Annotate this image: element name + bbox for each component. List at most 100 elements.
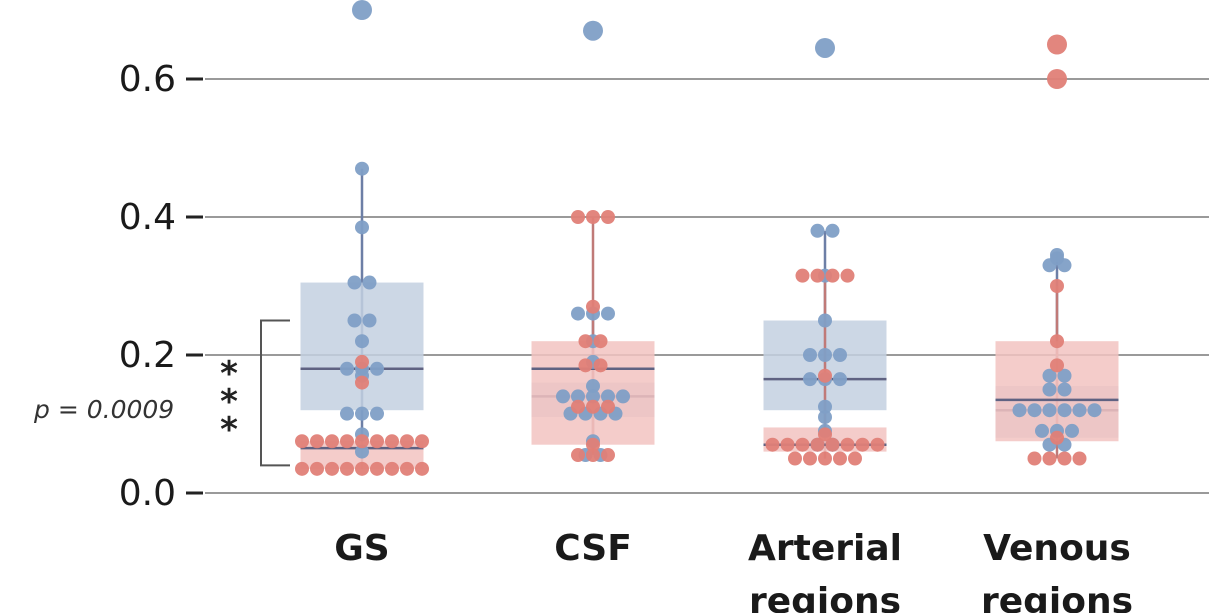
red-data-point <box>400 461 414 476</box>
blue-data-point <box>1042 382 1057 397</box>
y-tick-label: 0.2 <box>119 335 176 376</box>
blue-data-point <box>571 306 585 321</box>
red-data-point <box>1050 358 1064 373</box>
blue-data-point <box>825 223 840 238</box>
red-data-point <box>810 437 825 452</box>
red-data-point <box>355 434 369 449</box>
red-data-point <box>1072 451 1087 466</box>
red-data-point <box>593 358 608 373</box>
red-data-point <box>295 461 309 476</box>
blue-data-point <box>355 161 369 176</box>
blue-data-point <box>1027 403 1042 418</box>
red-data-point <box>325 434 339 449</box>
significance-annotation: * * * p = 0.0009 <box>33 319 290 467</box>
red-data-point <box>571 210 585 224</box>
blue-data-point <box>601 389 615 404</box>
red-data-point <box>310 434 324 449</box>
red-data-point <box>818 368 832 383</box>
blue-data-point <box>362 313 377 328</box>
blue-data-point <box>556 389 570 404</box>
significance-bracket <box>260 319 290 467</box>
red-data-point <box>825 437 840 452</box>
red-data-point <box>340 461 354 476</box>
blue-data-point <box>586 389 600 404</box>
y-axis: 0.0 0.2 0.4 0.6 <box>119 59 203 514</box>
blue-data-point <box>1065 423 1079 438</box>
blue-data-point <box>818 410 832 425</box>
red-data-point <box>795 437 810 452</box>
red-data-point <box>795 268 810 283</box>
blue-data-point <box>810 223 825 238</box>
red-data-point <box>1042 451 1057 466</box>
x-category-label: Arterial <box>748 528 902 569</box>
blue-data-point <box>1042 403 1057 418</box>
blue-data-point <box>347 313 362 328</box>
blue-data-point <box>355 444 369 459</box>
blue-data-point <box>1012 403 1027 418</box>
red-data-point <box>355 461 369 476</box>
blue-data-point <box>355 334 369 349</box>
blue-data-point <box>340 361 354 376</box>
red-data-point <box>1047 34 1067 55</box>
red-data-point <box>1050 279 1064 293</box>
blue-data-point <box>1035 423 1049 438</box>
red-data-point <box>601 210 615 224</box>
red-data-point <box>578 334 593 349</box>
red-data-point <box>586 437 600 452</box>
red-data-point <box>310 461 324 476</box>
blue-data-point <box>586 379 600 394</box>
red-data-point <box>1050 334 1064 349</box>
red-data-point <box>788 451 802 466</box>
blue-data-point <box>815 37 835 58</box>
blue-data-point <box>355 220 369 235</box>
blue-data-point <box>347 275 362 290</box>
x-category-label: CSF <box>554 528 632 569</box>
blue-data-point <box>1057 403 1072 418</box>
red-data-point <box>355 354 369 369</box>
significance-stars: * * * <box>220 354 238 450</box>
red-data-point <box>818 451 832 466</box>
red-data-point <box>780 437 795 452</box>
red-data-point <box>571 448 585 463</box>
blue-data-point <box>833 372 847 387</box>
red-data-point <box>840 437 855 452</box>
blue-data-point <box>616 389 630 404</box>
x-category-label: Venous <box>983 528 1131 569</box>
red-data-point <box>325 461 339 476</box>
blue-data-point <box>1057 258 1072 273</box>
red-data-point <box>586 399 600 414</box>
red-data-point <box>571 399 585 414</box>
x-axis-labels: GS CSF Arterial regions Venous regions <box>334 528 1133 613</box>
blue-data-point <box>352 0 372 20</box>
red-data-point <box>415 461 429 476</box>
blue-data-point <box>1072 403 1087 418</box>
blue-data-point <box>370 406 384 421</box>
blue-data-point <box>362 275 377 290</box>
red-data-point <box>593 334 608 349</box>
red-data-point <box>340 434 354 449</box>
red-data-point <box>586 210 600 224</box>
red-data-point <box>400 434 414 449</box>
red-data-point <box>370 434 384 449</box>
blue-data-point <box>583 20 603 41</box>
blue-data-point <box>818 313 832 328</box>
blue-data-point <box>340 406 354 421</box>
red-data-point <box>840 268 855 283</box>
significance-star: * <box>220 382 238 422</box>
blue-data-point <box>1057 368 1072 383</box>
significance-star: * <box>220 410 238 450</box>
red-data-point <box>578 358 593 373</box>
blue-data-point <box>803 348 817 362</box>
red-data-point <box>818 427 832 442</box>
red-data-point <box>586 299 600 314</box>
blue-data-point <box>1087 403 1102 418</box>
blue-data-point <box>370 361 384 376</box>
red-data-point <box>385 434 399 449</box>
x-category-label: GS <box>334 528 389 569</box>
x-category-label: regions <box>981 581 1133 613</box>
red-data-point <box>370 461 384 476</box>
red-data-point <box>1057 451 1072 466</box>
blue-data-point <box>571 389 585 404</box>
red-data-point <box>1050 430 1064 445</box>
